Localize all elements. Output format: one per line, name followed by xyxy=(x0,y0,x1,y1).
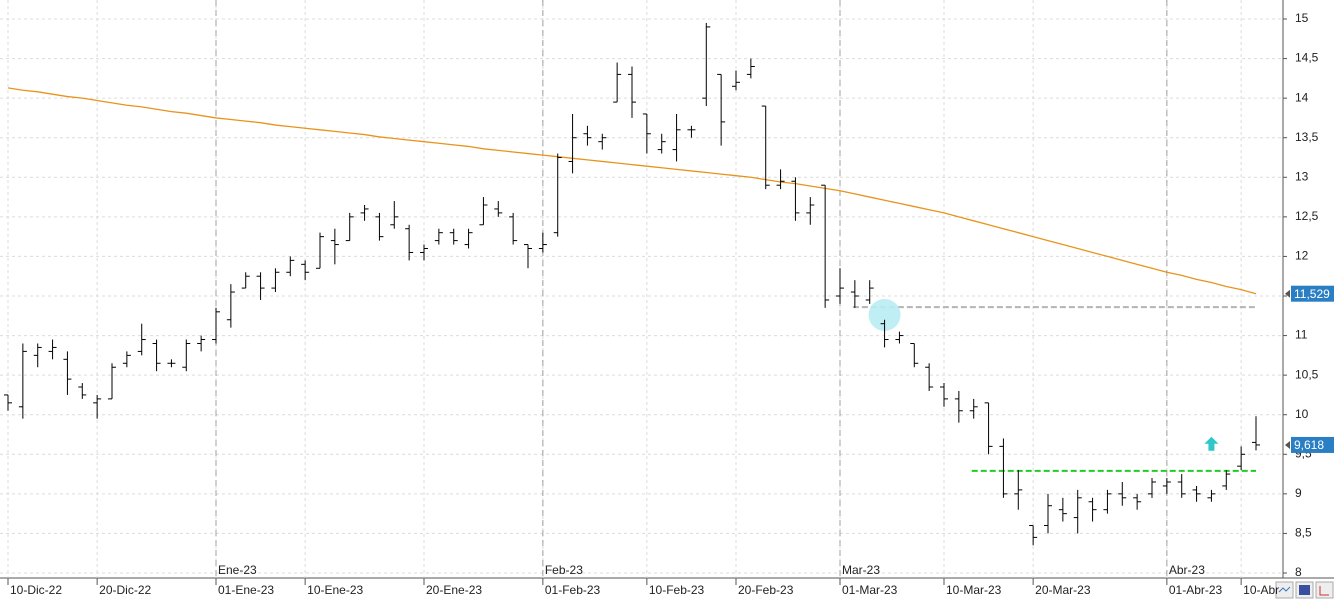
arrow-marker xyxy=(1204,436,1219,451)
period-label: Ene-23 xyxy=(218,563,257,577)
save-icon xyxy=(1299,585,1310,595)
x-tick-label: 01-Ene-23 xyxy=(218,583,274,597)
y-tick-label: 12 xyxy=(1295,249,1309,263)
grid xyxy=(0,0,1283,578)
y-tick-label: 10 xyxy=(1295,407,1309,421)
tool-button[interactable] xyxy=(1315,581,1334,599)
ohlc-bars xyxy=(4,22,1260,546)
price-label-box xyxy=(1291,436,1334,453)
price-pointer xyxy=(1285,289,1290,298)
price-label: 11,529 xyxy=(1294,287,1330,301)
x-tick-label: 01-Feb-23 xyxy=(545,583,601,597)
x-tick-label: 20-Mar-23 xyxy=(1035,583,1091,597)
period-label: Abr-23 xyxy=(1169,563,1205,577)
x-tick-label: 01-Mar-23 xyxy=(842,583,898,597)
y-tick-label: 13 xyxy=(1295,169,1309,183)
x-tick-label: 20-Feb-23 xyxy=(738,583,794,597)
y-tick-label: 8 xyxy=(1295,565,1302,579)
price-pointer xyxy=(1285,440,1290,449)
x-tick-label: 10-Feb-23 xyxy=(649,583,705,597)
toolbar xyxy=(1275,581,1334,599)
y-tick-label: 10,5 xyxy=(1295,367,1319,381)
y-tick-label: 8,5 xyxy=(1295,526,1312,540)
x-tick-label: 10-Mar-23 xyxy=(946,583,1002,597)
x-tick-label: 10-Dic-22 xyxy=(10,583,62,597)
price-label-box xyxy=(1291,285,1334,302)
y-tick-label: 9 xyxy=(1295,486,1302,500)
y-tick-label: 14 xyxy=(1295,90,1309,104)
x-tick-label: 10-Ene-23 xyxy=(307,583,363,597)
x-tick-label: 01-Abr-23 xyxy=(1169,583,1223,597)
x-tick-label: 10-Abr xyxy=(1243,583,1279,597)
x-tick-label: 20-Dic-22 xyxy=(99,583,151,597)
y-tick-label: 11 xyxy=(1295,328,1308,342)
moving-average xyxy=(7,87,1257,295)
x-tick-label: 20-Ene-23 xyxy=(426,583,482,597)
y-tick-label: 13,5 xyxy=(1295,130,1319,144)
price-label: 9,618 xyxy=(1294,438,1324,452)
y-tick-label: 14,5 xyxy=(1295,51,1319,65)
period-label: Mar-23 xyxy=(842,563,880,577)
period-label: Feb-23 xyxy=(545,563,583,577)
tool-icon xyxy=(1319,586,1329,596)
y-tick-label: 15 xyxy=(1295,11,1309,25)
y-tick-label: 12,5 xyxy=(1295,209,1319,223)
highlight-marker xyxy=(868,298,901,331)
tool-icon xyxy=(1278,586,1291,593)
